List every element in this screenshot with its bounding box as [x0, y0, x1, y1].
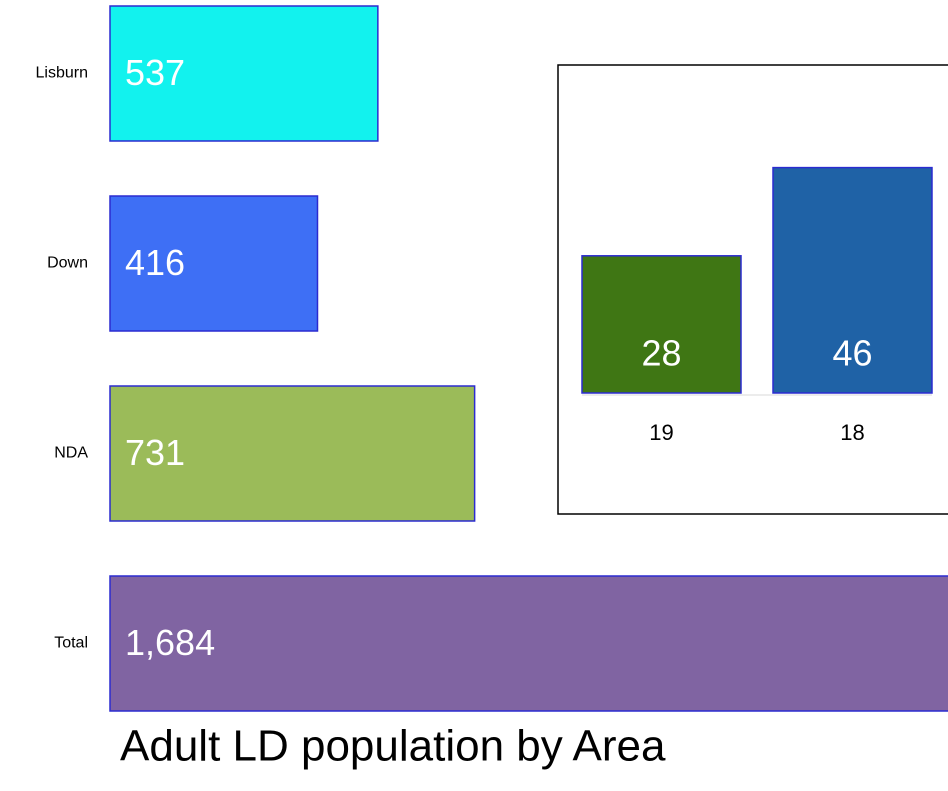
bar: [109, 385, 476, 522]
bar: [772, 166, 933, 394]
x-tick-label: 18: [840, 420, 864, 445]
x-tick-label: 19: [649, 420, 673, 445]
category-label: Total: [54, 635, 88, 652]
category-label: Down: [47, 255, 88, 272]
inset-frame: [557, 64, 948, 515]
value-label: 1,684: [125, 622, 215, 663]
bar: [109, 5, 379, 142]
bar: [109, 195, 319, 332]
value-label: 537: [125, 52, 185, 93]
bar: [109, 575, 948, 712]
value-label: 416: [125, 242, 185, 283]
category-label: Lisburn: [36, 65, 88, 82]
bar: [581, 255, 742, 394]
value-label: 46: [832, 333, 872, 374]
category-label: NDA: [54, 445, 88, 462]
value-label: 731: [125, 432, 185, 473]
chart-title: Adult LD population by Area: [120, 722, 666, 771]
value-label: 28: [641, 333, 681, 374]
